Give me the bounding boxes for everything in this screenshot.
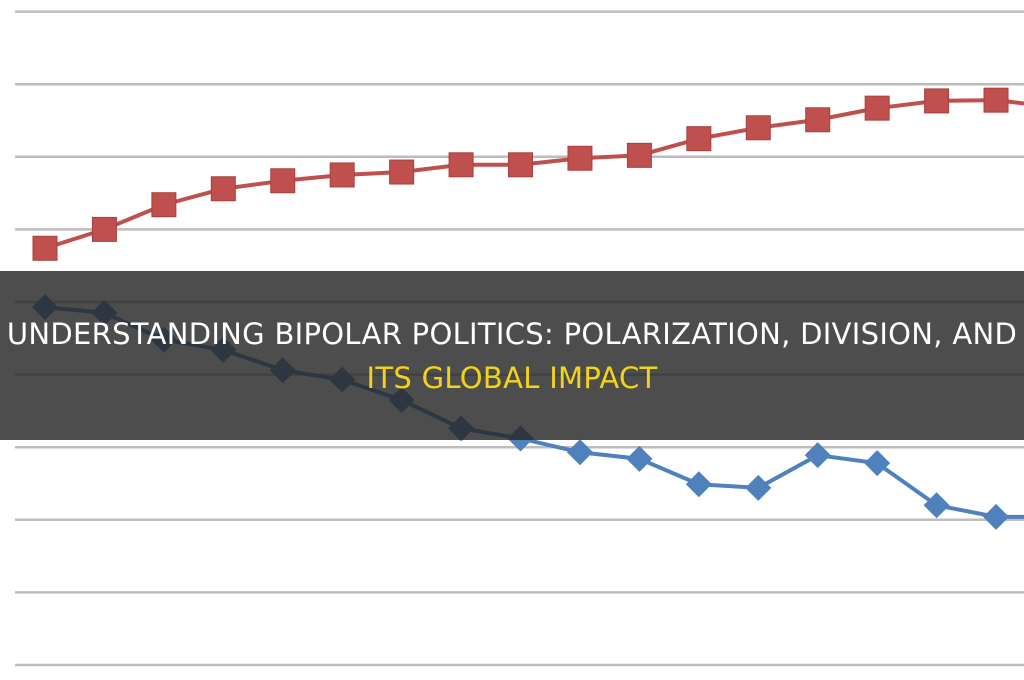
data-point-square — [983, 87, 1009, 113]
data-point-diamond — [923, 492, 950, 519]
title-banner: UNDERSTANDING BIPOLAR POLITICS: POLARIZA… — [0, 271, 1024, 440]
data-point-square — [32, 235, 58, 261]
data-point-square — [864, 95, 890, 121]
data-point-square — [329, 162, 355, 188]
data-point-square — [626, 142, 652, 168]
data-point-diamond — [566, 439, 593, 466]
data-point-square — [805, 107, 831, 133]
data-point-diamond — [745, 474, 772, 501]
data-point-square — [745, 115, 771, 141]
data-point-diamond — [804, 442, 831, 469]
data-point-square — [448, 152, 474, 178]
data-point-diamond — [983, 503, 1010, 530]
title-line-1: UNDERSTANDING BIPOLAR POLITICS: POLARIZA… — [6, 316, 1018, 351]
data-point-square — [567, 145, 593, 171]
data-point-square — [924, 88, 950, 114]
data-point-diamond — [685, 471, 712, 498]
data-point-square — [210, 176, 236, 202]
data-point-square — [508, 152, 534, 178]
data-point-diamond — [864, 450, 891, 477]
data-point-square — [91, 216, 117, 242]
data-point-square — [686, 126, 712, 152]
data-point-square — [270, 168, 296, 194]
title-line-2: ITS GLOBAL IMPACT — [366, 360, 658, 395]
data-point-square — [151, 192, 177, 218]
data-point-square — [389, 159, 415, 185]
data-point-diamond — [626, 445, 653, 472]
series-line-1 — [44, 98, 1024, 251]
